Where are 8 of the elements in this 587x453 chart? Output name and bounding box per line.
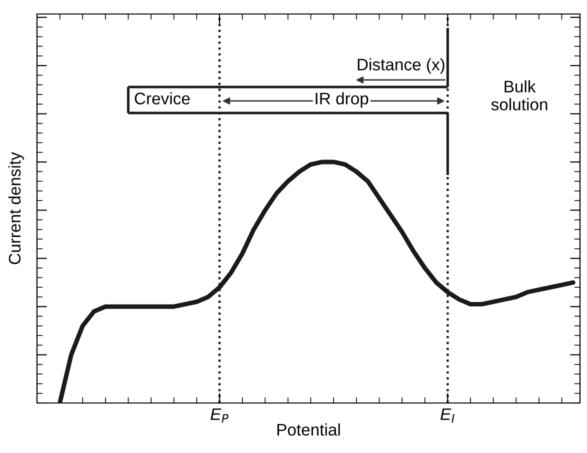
x-tick-label: E$_{P}$ — [210, 408, 228, 423]
text: IR drop — [316, 92, 368, 108]
x-axis-title: Potential — [277, 423, 340, 436]
text: Crevice — [134, 92, 190, 104]
text: Distance (x) — [358, 58, 444, 74]
y-axis-title: Current density — [8, 152, 24, 264]
x-tick-label: E$_{I}$ — [440, 408, 454, 423]
text: Bulk solution — [491, 80, 548, 110]
